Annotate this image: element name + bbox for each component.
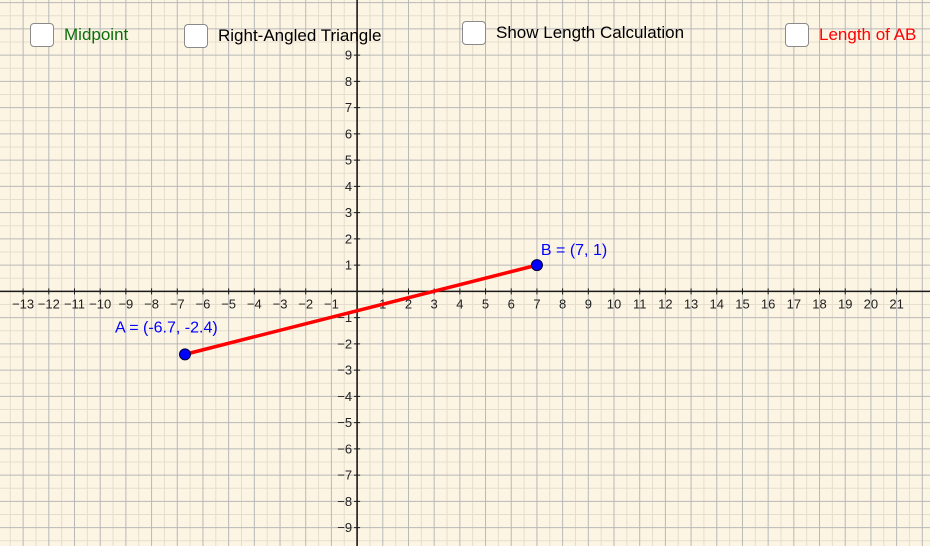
x-tick-label: −10 <box>89 296 111 311</box>
x-tick-label: 11 <box>633 296 647 311</box>
x-tick-label: 8 <box>559 296 566 311</box>
length-of-ab-checkbox[interactable] <box>785 23 809 47</box>
x-tick-label: −8 <box>144 296 159 311</box>
x-tick-label: −13 <box>12 296 34 311</box>
length-of-ab-toggle[interactable]: Length of AB <box>785 23 916 47</box>
midpoint-toggle[interactable]: Midpoint <box>30 23 128 47</box>
midpoint-label: Midpoint <box>64 25 129 44</box>
y-tick-label: 2 <box>345 231 352 246</box>
y-tick-label: 6 <box>345 126 352 141</box>
y-tick-label: 7 <box>345 100 352 115</box>
segment-ab[interactable] <box>183 263 539 357</box>
x-axis-ticks: −13−12−11−10−9−8−7−6−5−4−3−2−11234567891… <box>12 288 904 311</box>
point-a-label: A = (-6.7, -2.4) <box>115 319 218 336</box>
x-tick-label: 12 <box>658 296 672 311</box>
show-length-calculation-checkbox[interactable] <box>462 21 486 45</box>
x-tick-label: 19 <box>838 296 852 311</box>
point-b-label: B = (7, 1) <box>541 242 607 259</box>
right-angled-triangle-toggle[interactable]: Right-Angled Triangle <box>184 24 381 48</box>
x-tick-label: 21 <box>889 296 903 311</box>
y-tick-label: 8 <box>345 74 352 89</box>
y-tick-label: −7 <box>337 468 352 483</box>
show-length-calculation-label: Show Length Calculation <box>496 23 685 42</box>
x-tick-label: 13 <box>684 296 698 311</box>
x-tick-label: 9 <box>585 296 592 311</box>
x-tick-label: 7 <box>533 296 540 311</box>
x-tick-label: −9 <box>118 296 133 311</box>
x-tick-label: 14 <box>710 296 724 311</box>
x-tick-label: −11 <box>64 296 85 311</box>
midpoint-checkbox[interactable] <box>30 23 54 47</box>
x-tick-label: 18 <box>812 296 826 311</box>
point-a[interactable] <box>178 348 191 361</box>
y-tick-label: −2 <box>337 336 352 351</box>
x-tick-label: 17 <box>787 296 801 311</box>
x-tick-label: −12 <box>38 296 60 311</box>
x-tick-label: −6 <box>196 296 211 311</box>
x-tick-label: −4 <box>247 296 262 311</box>
x-tick-label: 4 <box>456 296 463 311</box>
y-tick-label: −5 <box>337 415 352 430</box>
x-tick-label: 16 <box>761 296 775 311</box>
y-tick-label: 5 <box>345 153 352 168</box>
x-tick-label: −2 <box>298 296 313 311</box>
x-tick-label: −3 <box>273 296 288 311</box>
x-tick-label: 5 <box>482 296 489 311</box>
y-tick-label: −8 <box>337 494 352 509</box>
y-tick-label: −9 <box>337 520 352 535</box>
x-tick-label: −5 <box>221 296 236 311</box>
y-tick-label: −4 <box>337 389 352 404</box>
show-length-calculation-toggle[interactable]: Show Length Calculation <box>462 21 684 45</box>
x-tick-label: 20 <box>864 296 878 311</box>
x-tick-label: 6 <box>508 296 515 311</box>
x-tick-label: −7 <box>170 296 185 311</box>
x-tick-label: 10 <box>607 296 621 311</box>
y-tick-label: −6 <box>337 441 352 456</box>
x-tick-label: 3 <box>431 296 438 311</box>
point-b[interactable] <box>530 259 543 272</box>
y-tick-label: 4 <box>345 179 352 194</box>
y-tick-label: 3 <box>345 205 352 220</box>
right-angled-triangle-label: Right-Angled Triangle <box>218 26 382 45</box>
x-tick-label: −1 <box>324 296 339 311</box>
y-tick-label: −3 <box>337 363 352 378</box>
y-tick-label: 1 <box>345 258 352 273</box>
y-tick-label: 9 <box>345 48 352 63</box>
x-tick-label: 2 <box>405 296 412 311</box>
right-angled-triangle-checkbox[interactable] <box>184 24 208 48</box>
length-of-ab-label: Length of AB <box>819 25 917 44</box>
x-tick-label: 15 <box>735 296 749 311</box>
